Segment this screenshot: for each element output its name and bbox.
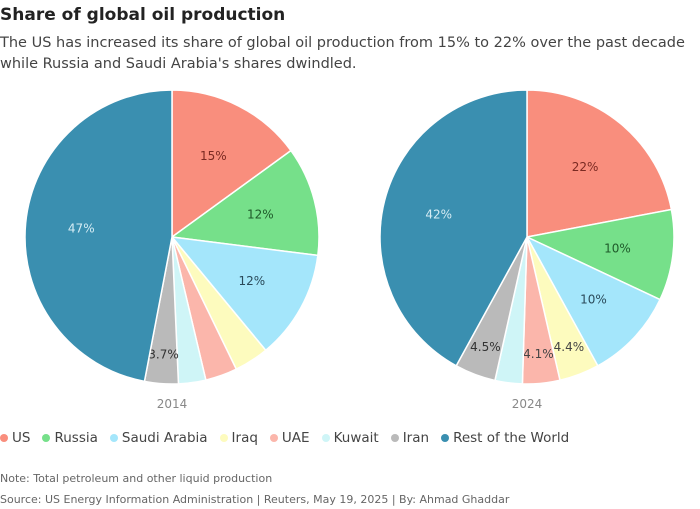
pie-slice-2024-saudi-arabia [525,235,662,367]
data-label: 4.4% [554,340,585,354]
legend-item: Saudi Arabia [109,430,208,446]
data-label: 22% [572,160,599,174]
data-label: 47% [68,221,95,235]
legend-item: UAE [269,430,310,446]
pie-year-label: 2024 [512,397,543,411]
data-label: 10% [580,292,607,306]
note: Note: Total petroleum and other liquid p… [0,472,273,485]
legend: US Russia Saudi Arabia Iraq UAE Kuwait Iran Res… [0,430,569,446]
pie-slice-2014-us [171,89,292,239]
legend-item: Iraq [219,430,258,446]
pie-slice-2014-rest-of-the-world [24,89,173,383]
legend-dot-icon [109,434,118,442]
legend-dot-icon [321,434,330,442]
legend-label: Rest of the World [453,430,570,446]
legend-label: Iraq [231,430,258,446]
legend-dot-icon [42,434,51,442]
data-label: 42% [425,207,452,221]
data-label: 12% [247,207,274,221]
legend-label: Russia [54,430,98,446]
data-label: 3.7% [148,347,179,361]
data-label: 4.5% [470,340,501,354]
pie-slice-2024-russia [524,208,675,301]
data-label: 12% [239,274,266,288]
legend-label: Saudi Arabia [121,430,208,446]
data-label: 15% [200,149,227,163]
legend-dot-icon [0,434,8,442]
pie-slice-2014-saudi-arabia [170,236,319,352]
source: Source: US Energy Information Administra… [0,493,510,506]
pie-slice-2024-rest-of-the-world [379,89,528,367]
pie-charts: 15% 12% 12% 3.7% 47% 2014 22% 10% 10% 4.4%4.1% 4.5… [24,89,675,411]
pie-slice-2024-us [526,89,673,238]
legend-item: Iran [390,430,430,446]
pie-slice-2014-russia [170,149,320,257]
legend-dot-icon [390,434,399,442]
legend-dot-icon [441,434,450,442]
legend-item: US [0,430,30,446]
chart-title: Share of global oil production [0,5,286,25]
legend-label: US [12,430,31,446]
pie-year-label: 2014 [157,397,188,411]
legend-label: UAE [281,430,310,446]
legend-dot-icon [219,434,228,442]
legend-item: Russia [42,430,98,446]
legend-dot-icon [269,434,278,442]
legend-label: Kuwait [333,430,379,446]
legend-item: Kuwait [321,430,379,446]
data-label: 10% [604,241,631,255]
data-label: 4.1% [523,347,554,361]
chart-subtitle: The US has increased its share of global… [0,35,685,72]
legend-label: Iran [402,430,430,446]
legend-item: Rest of the World [441,430,569,446]
